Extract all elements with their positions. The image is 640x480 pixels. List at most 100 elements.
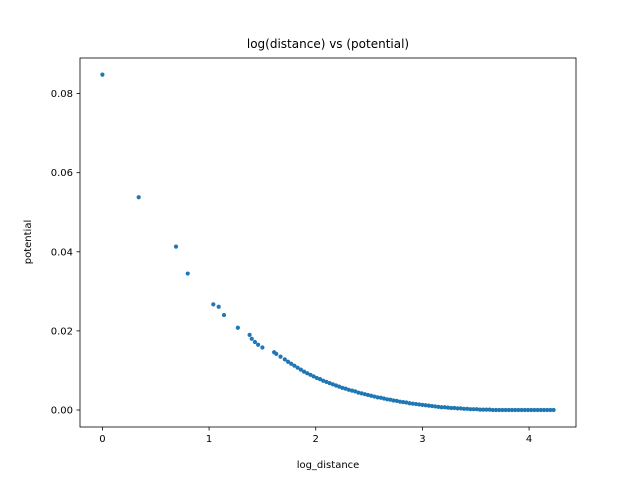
- data-point: [404, 400, 409, 405]
- data-point: [545, 407, 550, 413]
- data-point: [394, 398, 399, 403]
- data-point: [439, 405, 444, 410]
- data-point: [346, 387, 351, 392]
- data-point: [461, 406, 467, 411]
- data-point: [216, 304, 221, 309]
- data-point: [548, 407, 553, 413]
- data-point: [519, 407, 524, 413]
- data-point: [503, 407, 508, 413]
- data-point: [442, 405, 447, 410]
- y-tick-label: 0.06: [51, 168, 73, 179]
- x-tick-label: 0: [99, 434, 105, 445]
- data-point: [410, 401, 415, 406]
- data-point: [289, 361, 294, 366]
- data-point: [455, 406, 460, 411]
- data-point: [493, 407, 499, 413]
- data-point: [247, 332, 252, 337]
- data-point: [516, 407, 521, 413]
- data-point: [509, 407, 515, 413]
- chart-title: log(distance) vs (potential): [247, 37, 409, 51]
- data-point: [538, 407, 543, 413]
- data-point: [429, 403, 435, 409]
- data-point: [340, 385, 345, 390]
- data-point: [333, 383, 339, 388]
- data-point: [407, 401, 412, 406]
- data-point: [295, 365, 300, 370]
- data-point: [282, 357, 287, 362]
- data-point: [311, 374, 316, 379]
- data-point: [317, 377, 323, 382]
- y-tick-label: 0.00: [51, 405, 73, 416]
- data-point: [292, 363, 297, 368]
- x-tick-label: 1: [206, 434, 212, 445]
- data-point: [372, 394, 377, 399]
- data-point: [211, 302, 216, 307]
- data-point: [413, 401, 419, 407]
- x-tick-label: 4: [526, 434, 532, 445]
- data-point: [458, 406, 463, 411]
- data-point: [497, 407, 502, 413]
- data-point: [481, 407, 486, 412]
- data-point: [490, 407, 495, 413]
- y-tick-label: 0.04: [51, 247, 73, 258]
- data-point: [378, 395, 383, 400]
- data-point: [449, 405, 454, 411]
- data-point: [278, 354, 283, 359]
- data-points: [100, 72, 556, 413]
- data-point: [327, 381, 332, 386]
- data-point: [285, 359, 291, 364]
- y-axis-label: potential: [23, 220, 34, 264]
- data-point: [324, 379, 329, 385]
- data-point: [420, 402, 425, 407]
- data-point: [535, 407, 540, 413]
- data-point: [484, 407, 489, 412]
- data-point: [513, 407, 518, 413]
- data-point: [426, 403, 431, 408]
- data-point: [260, 345, 265, 350]
- data-point: [375, 395, 380, 400]
- data-point: [249, 336, 254, 341]
- data-point: [235, 325, 240, 330]
- data-point: [349, 388, 355, 393]
- data-point: [401, 399, 406, 405]
- data-point: [487, 407, 492, 412]
- data-point: [221, 312, 227, 318]
- data-point: [532, 407, 537, 413]
- data-point: [359, 391, 364, 396]
- data-point: [305, 371, 310, 376]
- data-point: [506, 407, 511, 413]
- data-point: [541, 407, 547, 413]
- x-tick-label: 3: [419, 434, 425, 445]
- data-point: [256, 342, 261, 347]
- data-point: [388, 397, 393, 402]
- data-point: [369, 393, 374, 398]
- data-point: [337, 384, 342, 389]
- data-point: [465, 406, 470, 411]
- x-tick-label: 2: [313, 434, 319, 445]
- data-point: [365, 392, 371, 398]
- data-point: [301, 369, 307, 374]
- data-point: [353, 389, 358, 394]
- data-point: [423, 403, 428, 408]
- data-point: [471, 407, 476, 412]
- data-point: [356, 390, 361, 395]
- data-point: [445, 405, 451, 410]
- data-point: [522, 407, 527, 413]
- y-tick-label: 0.02: [51, 326, 73, 337]
- data-point: [298, 367, 303, 372]
- data-point: [381, 396, 387, 401]
- data-point: [433, 404, 438, 409]
- data-point: [343, 386, 348, 391]
- data-point: [391, 398, 396, 403]
- data-point: [385, 397, 390, 402]
- data-point: [314, 375, 319, 381]
- data-point: [529, 407, 534, 413]
- data-point: [474, 407, 479, 412]
- data-point: [330, 382, 335, 387]
- data-point: [468, 407, 473, 412]
- data-point: [397, 399, 403, 404]
- data-point: [308, 372, 313, 377]
- data-point: [436, 404, 441, 409]
- data-point: [525, 407, 531, 413]
